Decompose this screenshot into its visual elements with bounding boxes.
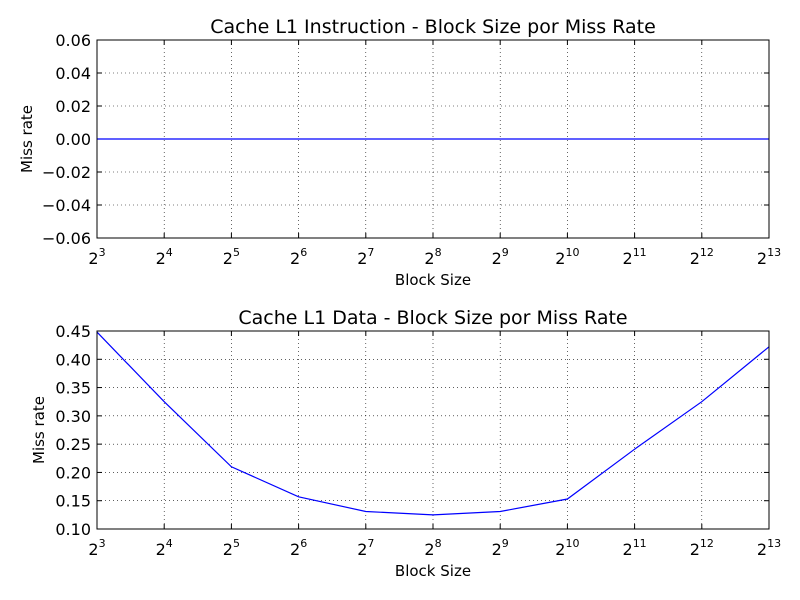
- y-tick-label: 0.04: [55, 64, 91, 83]
- x-tick-labels: 23 24 25 26 27 28 29 210 211 212 213: [88, 537, 781, 559]
- x-tick-label: 24: [156, 246, 173, 268]
- x-tick-label: 23: [88, 246, 105, 268]
- x-tick-label: 25: [223, 246, 240, 268]
- x-tick-label: 23: [88, 537, 105, 559]
- data-cache-plot: Cache L1 Data - Block Size por Miss Rate…: [30, 307, 781, 580]
- plot-frame: [96, 39, 770, 239]
- plot-frame: [96, 330, 770, 530]
- y-tick-label: 0.00: [55, 130, 91, 149]
- y-tick-label: 0.20: [55, 463, 91, 482]
- x-axis-label: Block Size: [395, 271, 471, 289]
- x-tick-label: 28: [424, 537, 441, 559]
- x-tick-label: 26: [290, 537, 307, 559]
- x-tick-label: 26: [290, 246, 307, 268]
- miss-rate-line: [96, 331, 770, 516]
- x-tick-label: 212: [690, 246, 714, 268]
- grid-lines: [97, 331, 769, 529]
- x-tick-label: 29: [492, 537, 509, 559]
- y-tick-labels: −0.06 −0.04 −0.02 0.00 0.02 0.04 0.06: [42, 31, 91, 248]
- x-tick-label: 210: [555, 537, 579, 559]
- x-tick-label: 213: [757, 246, 781, 268]
- x-tick-label: 25: [223, 537, 240, 559]
- chart-title: Cache L1 Data - Block Size por Miss Rate: [238, 307, 627, 329]
- instruction-cache-plot: Cache L1 Instruction - Block Size por Mi…: [18, 16, 781, 289]
- x-tick-label: 212: [690, 537, 714, 559]
- y-tick-label: 0.35: [55, 379, 91, 398]
- chart-title: Cache L1 Instruction - Block Size por Mi…: [210, 16, 656, 38]
- y-tick-label: −0.02: [42, 163, 91, 182]
- x-tick-label: 29: [492, 246, 509, 268]
- x-tick-label: 28: [424, 246, 441, 268]
- y-tick-labels: 0.10 0.15 0.20 0.25 0.30 0.35 0.40 0.45: [55, 322, 91, 539]
- x-tick-label: 211: [623, 246, 647, 268]
- x-axis-label: Block Size: [395, 562, 471, 580]
- y-tick-label: 0.40: [55, 350, 91, 369]
- y-tick-label: 0.45: [55, 322, 91, 341]
- y-tick-label: 0.06: [55, 31, 91, 50]
- x-tick-label: 27: [357, 537, 374, 559]
- y-tick-label: 0.15: [55, 492, 91, 511]
- y-tick-label: 0.02: [55, 97, 91, 116]
- x-tick-label: 27: [357, 246, 374, 268]
- y-tick-label: 0.30: [55, 407, 91, 426]
- x-tick-labels: 23 24 25 26 27 28 29 210 211 212 213: [88, 246, 781, 268]
- y-tick-label: −0.06: [42, 229, 91, 248]
- x-tick-label: 24: [156, 537, 173, 559]
- y-axis-label: Miss rate: [30, 396, 48, 464]
- y-tick-label: 0.10: [55, 520, 91, 539]
- x-tick-label: 213: [757, 537, 781, 559]
- y-axis-label: Miss rate: [18, 105, 36, 173]
- x-tick-label: 211: [623, 537, 647, 559]
- x-tick-label: 210: [555, 246, 579, 268]
- y-tick-label: 0.25: [55, 435, 91, 454]
- y-tick-label: −0.04: [42, 196, 91, 215]
